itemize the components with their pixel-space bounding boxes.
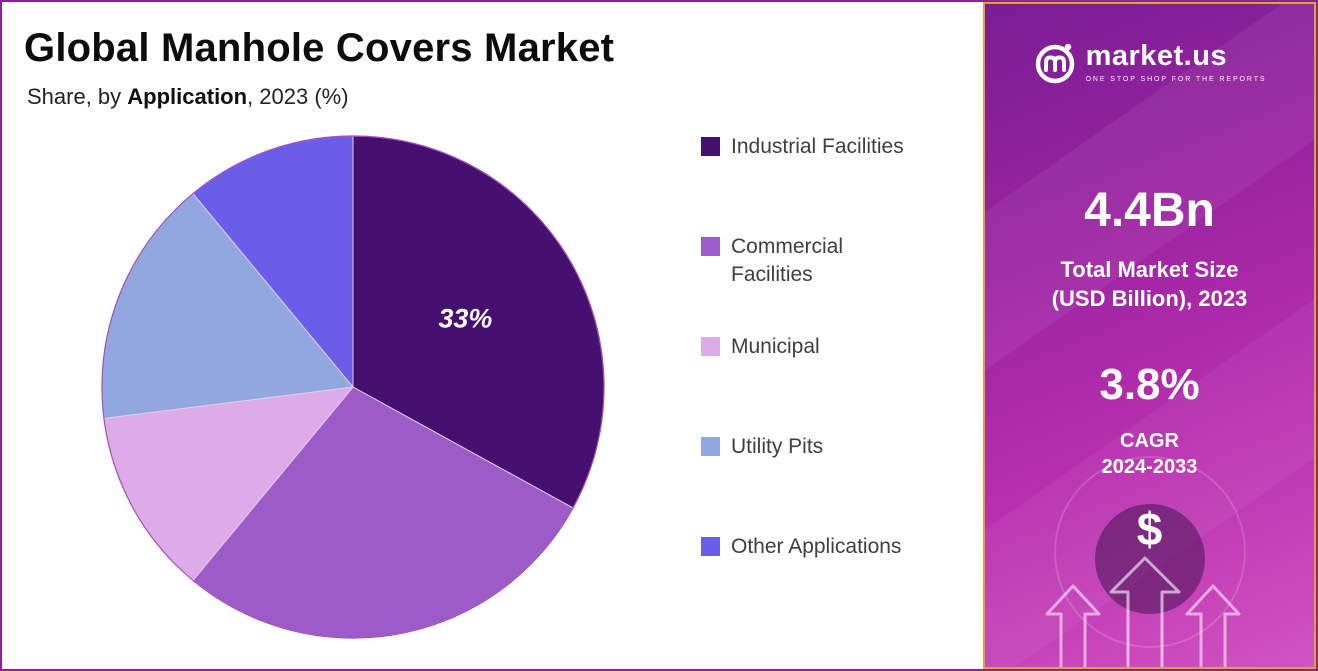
legend-swatch [701,137,720,156]
legend-label: Other Applications [731,535,902,558]
cagr-value: 3.8% [1099,360,1200,409]
legend-item: Municipal [701,333,969,433]
cagr-label-line1: CAGR [1120,430,1179,452]
cagr-label-line2: 2024-2033 [1101,456,1198,478]
up-arrow-icon [1045,584,1101,667]
logo-wordmark: market.us [1085,39,1228,72]
pie-chart: 33% [94,128,612,646]
legend-label: Utility Pits [731,435,824,458]
dollar-circle-background [1094,504,1205,614]
legend-swatch [701,237,720,256]
page-title: Global Manhole Covers Market [24,26,615,70]
legend-label: Industrial Facilities [731,135,904,158]
legend-label: Municipal [731,335,820,358]
legend-item: Industrial Facilities [701,133,969,233]
chart-subtitle: Share, by Application, 2023 (%) [27,84,349,110]
market-size-value: 4.4Bn [1084,184,1215,237]
chart-area: Global Manhole Covers Market Share, by A… [2,2,983,669]
cagr-label: CAGR 2024-2033 [985,428,1314,480]
market-size-label-line1: Total Market Size [1060,257,1239,282]
legend-item: Other Applications [701,533,969,633]
logo-tagline: ONE STOP SHOP FOR THE REPORTS [1085,75,1267,83]
up-arrow-icon [1109,556,1181,667]
legend-swatch [701,537,720,556]
pie-data-label: 33% [438,304,492,334]
dollar-icon: $ [1136,503,1163,555]
legend-swatch [701,337,720,356]
legend-label: Commercial Facilities [731,235,844,286]
subtitle-suffix: , 2023 (%) [247,84,349,109]
market-size-label: Total Market Size (USD Billion), 2023 [985,256,1314,313]
market-size-label-line2: (USD Billion), 2023 [1051,285,1248,311]
marketus-logo: market.us ONE STOP SHOP FOR THE REPORTS [985,40,1314,84]
legend-swatch [701,437,720,456]
up-arrow-icon [1185,584,1241,667]
pie-outline [101,135,605,639]
legend-item: Utility Pits [701,433,969,533]
marketus-logo-icon [1035,43,1074,84]
growth-arrows [1045,556,1241,667]
legend-item: Commercial Facilities [701,233,969,333]
subtitle-emphasis: Application [127,84,248,109]
decorative-circle [1053,456,1246,648]
pie-chart-svg: 33% [101,135,605,639]
sidebar-panel: market.us ONE STOP SHOP FOR THE REPORTS … [983,2,1316,669]
chart-legend: Industrial Facilities Commercial Facilitie… [701,133,969,633]
logo-text-block: market.us ONE STOP SHOP FOR THE REPORTS [1085,39,1267,83]
subtitle-prefix: Share, by [27,84,128,109]
